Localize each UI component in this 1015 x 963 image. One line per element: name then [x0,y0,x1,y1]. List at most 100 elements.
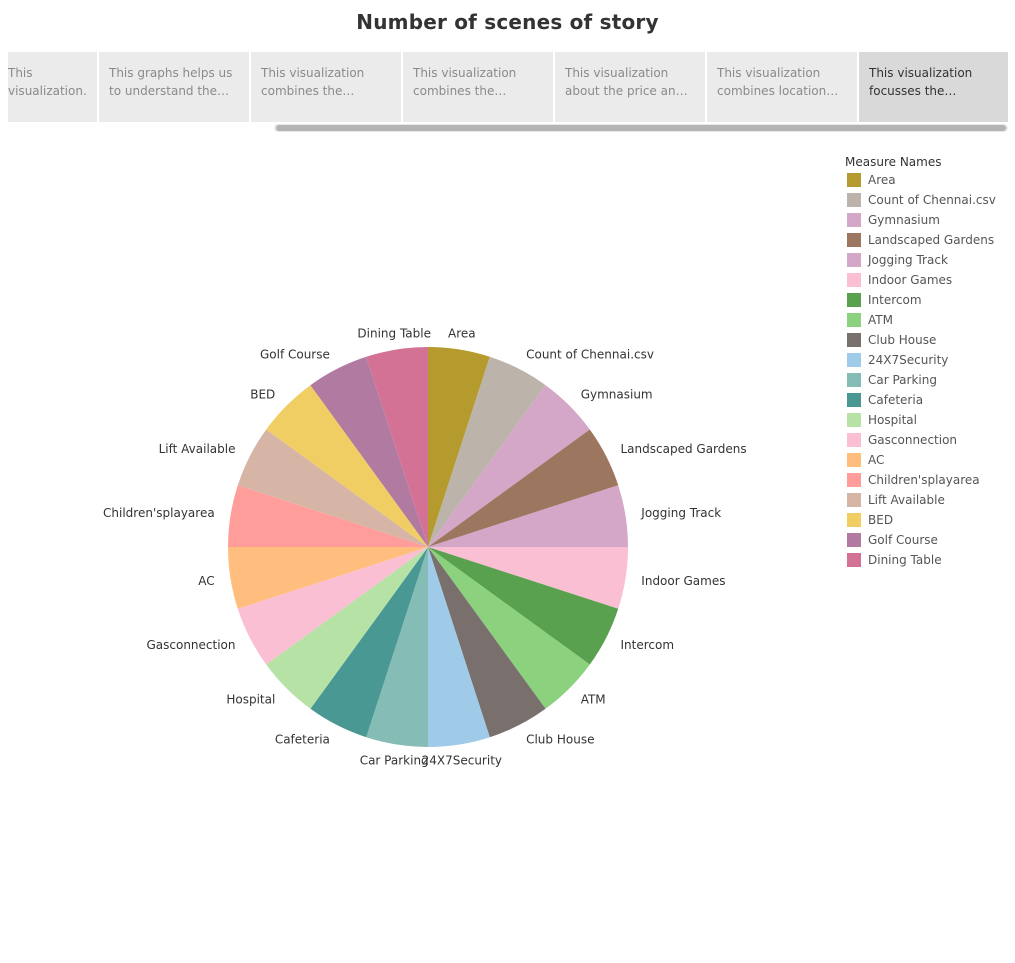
legend-swatch [847,173,861,187]
legend-item[interactable]: BED [845,510,1010,530]
story-title: Number of scenes of story [356,10,659,34]
legend-swatch [847,553,861,567]
legend-item[interactable]: Hospital [845,410,1010,430]
legend-swatch [847,493,861,507]
legend-swatch [847,353,861,367]
legend-item[interactable]: Car Parking [845,370,1010,390]
pie-slice[interactable] [237,429,428,547]
pie-slice-label: Intercom [621,638,675,652]
legend-item[interactable]: Cafeteria [845,390,1010,410]
legend-swatch [847,373,861,387]
pie-slice[interactable] [228,485,428,547]
pie-slice-label: AC [198,574,214,588]
pie-slice[interactable] [237,547,428,665]
pie-slice[interactable] [366,347,428,547]
pie-slice-label: Gasconnection [146,638,235,652]
legend-item[interactable]: Dining Table [845,550,1010,570]
pie-slice-label: 24X7Security [422,753,502,767]
pie-slice[interactable] [428,385,590,547]
legend-label: Gasconnection [868,433,958,447]
legend-item[interactable]: Indoor Games [845,270,1010,290]
pie-slice[interactable] [428,347,490,547]
legend: Measure Names Area Count of Chennai.csv Gy… [845,154,1010,570]
story-point-caption: This visualization about the price and m… [565,66,684,98]
legend-item[interactable]: Children'splayarea [845,470,1010,490]
legend-item[interactable]: Jogging Track [845,250,1010,270]
legend-swatch [847,473,861,487]
pie-slice-label: Jogging Track [640,506,721,520]
legend-swatch [847,533,861,547]
legend-label: Landscaped Gardens [868,233,995,247]
legend-label: Car Parking [868,373,937,387]
pie-slice-label: Gymnasium [581,387,653,401]
pie-slice[interactable] [266,385,428,547]
pie-slice[interactable] [428,547,546,738]
legend-swatch [847,433,861,447]
legend-item[interactable]: AC [845,450,1010,470]
story-point-3[interactable]: This visualization combines the locatio.… [251,52,401,122]
story-point-1[interactable]: This visualization... [8,52,97,122]
pie-slice[interactable] [428,547,590,709]
legend-item[interactable]: Lift Available [845,490,1010,510]
pie-slice[interactable] [228,547,428,609]
legend-swatch [847,273,861,287]
legend-label: AC [868,453,885,467]
legend-label: Dining Table [868,553,942,567]
legend-label: Area [868,173,896,187]
story-point-caption: This visualization... [8,66,87,98]
story-point-caption: This visualization combines the locatio.… [261,66,365,98]
pie-slice-label: Hospital [226,693,275,707]
pie-slice[interactable] [310,356,428,547]
legend-swatch [847,193,861,207]
pie-slice-label: Count of Chennai.csv [526,348,654,362]
legend-label: Jogging Track [868,253,948,267]
story-navigator: This visualization... This graphs helps … [8,52,1008,122]
legend-item[interactable]: ATM [845,310,1010,330]
pie-slice[interactable] [428,429,619,547]
story-point-caption: This graphs helps us to understand the f… [109,66,233,98]
legend-label: Children'splayarea [868,473,980,487]
legend-item[interactable]: Gymnasium [845,210,1010,230]
story-point-caption: This visualization combines the locatio.… [413,66,517,98]
story-point-2[interactable]: This graphs helps us to understand the f… [99,52,249,122]
story-point-5[interactable]: This visualization about the price and m… [555,52,705,122]
story-scrollbar[interactable] [274,124,1008,132]
pie-slice[interactable] [310,547,428,738]
legend-item[interactable]: Intercom [845,290,1010,310]
pie-slice-label: Car Parking [360,753,429,767]
pie-slice[interactable] [428,547,628,609]
pie-slice[interactable] [266,547,428,709]
story-point-7-selected[interactable]: This visualization focusses the availabi… [859,52,1008,122]
legend-item[interactable]: Area [845,170,1010,190]
story-point-caption: This visualization focusses the availabi… [869,66,973,98]
pie-slice[interactable] [428,547,490,747]
legend-item[interactable]: Count of Chennai.csv [845,190,1010,210]
pie-slice-label: Area [448,327,476,341]
legend-label: Golf Course [868,533,938,547]
legend-item[interactable]: Gasconnection [845,430,1010,450]
story-point-4[interactable]: This visualization combines the locatio.… [403,52,553,122]
pie-slice-label: Club House [526,733,594,747]
legend-swatch [847,393,861,407]
legend-swatch [847,453,861,467]
legend-item[interactable]: Golf Course [845,530,1010,550]
scrollbar-thumb[interactable] [276,125,1006,131]
pie-slice[interactable] [428,547,619,665]
pie-slice-label: Indoor Games [641,574,725,588]
legend-item[interactable]: Landscaped Gardens [845,230,1010,250]
pie-slice[interactable] [366,547,428,747]
story-point-6[interactable]: This visualization combines location an.… [707,52,857,122]
pie-slice-label: ATM [581,693,606,707]
legend-item[interactable]: Club House [845,330,1010,350]
legend-swatch [847,253,861,267]
legend-title: Measure Names [845,155,942,169]
legend-swatch [847,233,861,247]
pie-slice[interactable] [428,356,546,547]
legend-item[interactable]: 24X7Security [845,350,1010,370]
legend-label: Count of Chennai.csv [868,193,996,207]
pie-slice-label: Children'splayarea [103,506,215,520]
legend-label: Club House [868,333,937,347]
pie-slice-label: Dining Table [357,327,431,341]
pie-slice[interactable] [428,485,628,547]
